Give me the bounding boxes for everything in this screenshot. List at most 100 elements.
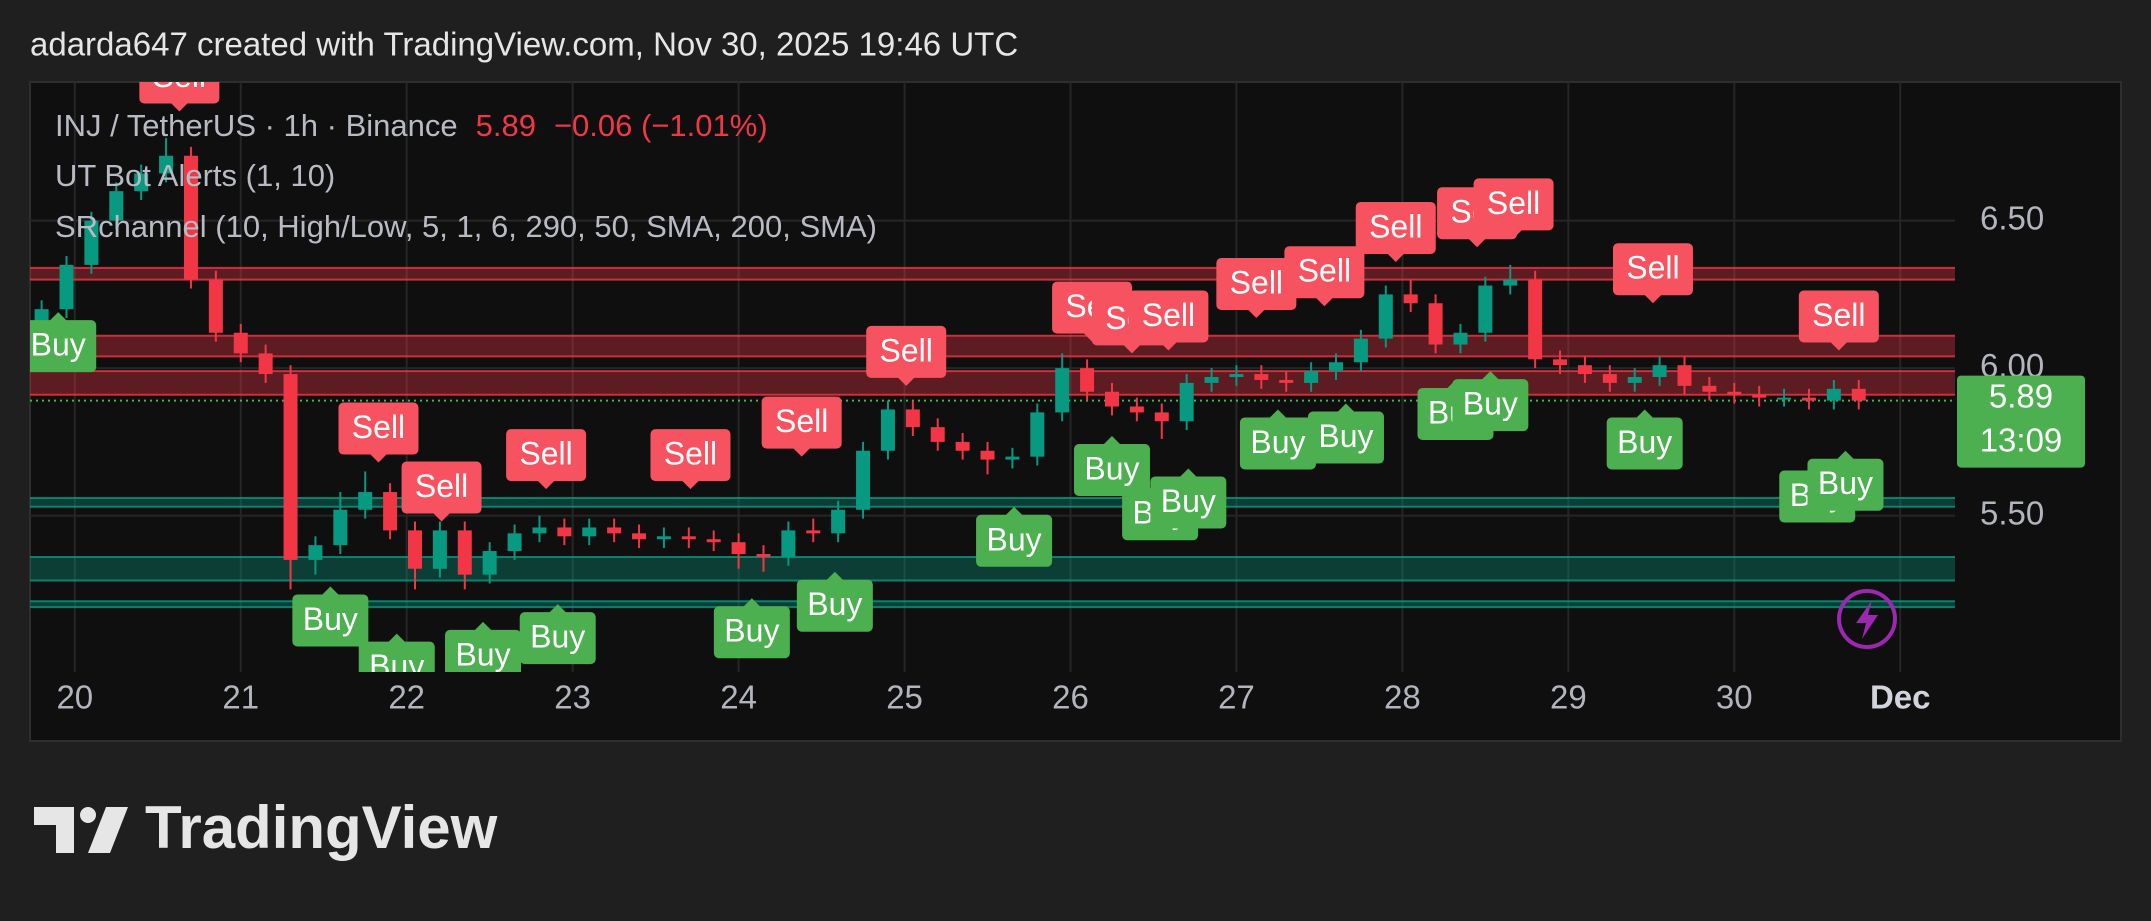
candle-body: [134, 173, 149, 192]
signal-label: Buy: [1318, 418, 1373, 454]
candle-body: [731, 542, 746, 554]
candle-body: [582, 527, 597, 537]
axes: 20 21 22 23 24 25 26 27 28 29 30 Dec5.506.006.505.8…: [56, 199, 2085, 716]
candle-body: [831, 509, 846, 534]
indicator-legend: SRchannel (10, High/Low, 5, 1, 6, 290, 5…: [55, 209, 877, 244]
x-tick-label: 20: [56, 679, 93, 716]
candle-body: [681, 536, 696, 540]
signal: Buy: [358, 633, 435, 672]
candle-body: [880, 409, 895, 451]
signal-pointer: [792, 447, 811, 457]
candle-body: [507, 533, 522, 552]
candles: [34, 138, 1866, 590]
signal-pointer: [1643, 294, 1662, 304]
candle-body: [333, 509, 348, 546]
logo-t: [34, 807, 74, 853]
candle-body: [806, 530, 821, 534]
symbol: INJ / TetherUS · 1h · Binance: [55, 108, 458, 143]
candle-body: [1826, 388, 1841, 401]
signal: Sell: [1216, 258, 1297, 318]
candle-body: [955, 441, 970, 451]
candle-body: [1229, 374, 1244, 377]
candle-body: [1727, 391, 1742, 395]
signal: Sell: [1612, 243, 1693, 304]
candle-body: [258, 353, 273, 375]
signal-label: Buy: [303, 601, 358, 637]
candle-body: [1577, 365, 1592, 375]
signal-box: [976, 514, 1053, 567]
signal-pointer: [387, 633, 406, 643]
candle-body: [1453, 332, 1468, 345]
signal: Sell: [1284, 246, 1365, 307]
x-tick-label: 24: [720, 679, 757, 716]
signal: Buy: [519, 604, 596, 665]
x-tick-label: 26: [1052, 679, 1089, 716]
sr-zone: [30, 556, 1955, 581]
candle-body: [1702, 385, 1717, 392]
signal-box: [1284, 246, 1365, 299]
lightning-icon[interactable]: [1837, 589, 1897, 649]
signal-label: Sell: [352, 409, 405, 445]
signal: Sell: [1128, 290, 1209, 351]
icon-ring[interactable]: [1837, 589, 1897, 649]
legend-price: 5.89: [476, 108, 536, 143]
signal: Buy: [1606, 409, 1683, 470]
signal-box: [1606, 417, 1683, 470]
candle-body: [1528, 279, 1543, 360]
signal-pointer: [825, 571, 844, 581]
signal-label: Buy: [1617, 424, 1672, 460]
candle-body: [1652, 365, 1667, 377]
icon-bolt[interactable]: [1856, 600, 1878, 639]
signal-pointer: [1122, 344, 1141, 354]
signal: Sell: [761, 396, 842, 457]
signal-label: Buy: [724, 613, 779, 649]
signal-box: [1807, 458, 1884, 511]
signal-box: [139, 82, 220, 104]
signal-pointer: [548, 604, 567, 614]
candle-body: [1478, 285, 1493, 333]
signal-box: [401, 461, 482, 514]
signal-pointer: [369, 453, 388, 463]
x-tick-label: 22: [388, 679, 425, 716]
signal-pointer: [170, 102, 189, 112]
x-tick-label: 21: [222, 679, 259, 716]
candle-body: [706, 539, 721, 543]
signal-box: [1073, 444, 1150, 496]
candle-body: [905, 409, 920, 428]
signal-label: Sell: [153, 58, 206, 94]
signal-label: Sell: [1812, 297, 1865, 333]
logo-slash: [88, 807, 128, 853]
candle-body: [1553, 359, 1568, 366]
candle-body: [532, 527, 547, 534]
candle-body: [1005, 456, 1020, 460]
signal-pointer: [1159, 341, 1178, 351]
countdown-label: 13:09: [1980, 421, 2063, 458]
candle-body: [1801, 397, 1816, 401]
candle-body: [1154, 412, 1169, 422]
signal-pointer: [432, 512, 451, 522]
signal-pointer: [1386, 252, 1405, 262]
signal: Buy: [1073, 436, 1150, 496]
candle-body: [980, 450, 995, 460]
x-tick-label: 25: [886, 679, 923, 716]
signals: Sell Sell Sell Sell Sell Sell Sell Sell Sell Sell…: [30, 58, 1884, 672]
signal-box: [1452, 379, 1529, 432]
signal: Buy: [713, 598, 790, 659]
signal-box: [1216, 258, 1297, 310]
signal-label: Sell: [1230, 264, 1283, 300]
x-tick-label: 23: [554, 679, 591, 716]
candle-body: [1204, 377, 1219, 383]
signal-pointer: [1635, 409, 1654, 419]
signal-pointer: [474, 621, 493, 631]
signal: Sell: [139, 58, 220, 112]
candle-body: [308, 545, 323, 560]
signal: Buy: [1807, 450, 1884, 511]
candle-body: [283, 374, 298, 560]
candle-body: [781, 530, 796, 557]
brand: TradingView: [145, 794, 498, 861]
candle-body: [233, 332, 248, 354]
signal-box: [1355, 201, 1436, 254]
x-tick-label: 30: [1716, 679, 1753, 716]
signal-pointer: [1005, 506, 1024, 516]
brand-logo: [34, 807, 128, 853]
